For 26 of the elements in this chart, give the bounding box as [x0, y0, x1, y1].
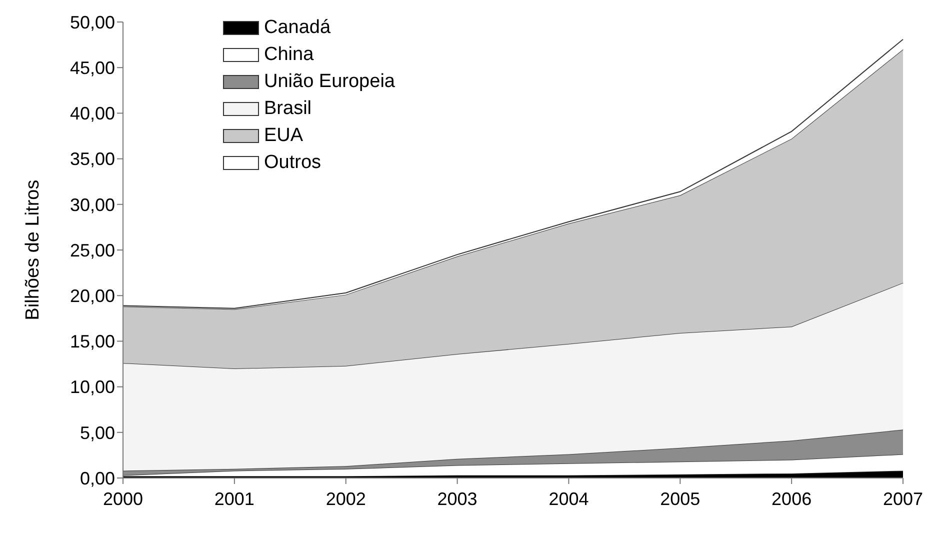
x-tick-label: 2000 [102, 488, 144, 509]
legend-label: China [264, 43, 314, 67]
x-tick-label: 2003 [437, 488, 478, 509]
x-tick-label: 2005 [660, 488, 700, 509]
x-tick-label: 2007 [882, 488, 924, 509]
y-tick-label: 15,00 [70, 332, 115, 352]
y-axis-title: Bilhões de Litros [22, 180, 44, 320]
y-tick-label: 0,00 [80, 468, 115, 488]
legend-label: União Europeia [264, 70, 395, 94]
y-tick-label: 25,00 [70, 240, 115, 260]
y-tick-label: 5,00 [80, 422, 115, 443]
x-tick-label: 2004 [548, 488, 589, 509]
y-tick-label: 45,00 [70, 58, 115, 78]
y-tick-label: 40,00 [70, 104, 115, 124]
legend-label: EUA [264, 124, 304, 148]
y-tick-label: 20,00 [70, 286, 115, 306]
legend-label: Outros [264, 151, 322, 175]
y-tick-label: 50,00 [70, 12, 115, 32]
y-tick-label: 10,00 [70, 377, 115, 398]
x-tick-label: 2001 [214, 488, 254, 509]
x-tick-label: 2002 [326, 488, 366, 509]
x-tick-label: 2006 [772, 488, 812, 509]
y-tick-label: 30,00 [70, 194, 115, 215]
y-tick-label: 35,00 [70, 149, 115, 170]
legend-label: Brasil [264, 97, 312, 121]
legend-label: Canadá [264, 16, 331, 40]
